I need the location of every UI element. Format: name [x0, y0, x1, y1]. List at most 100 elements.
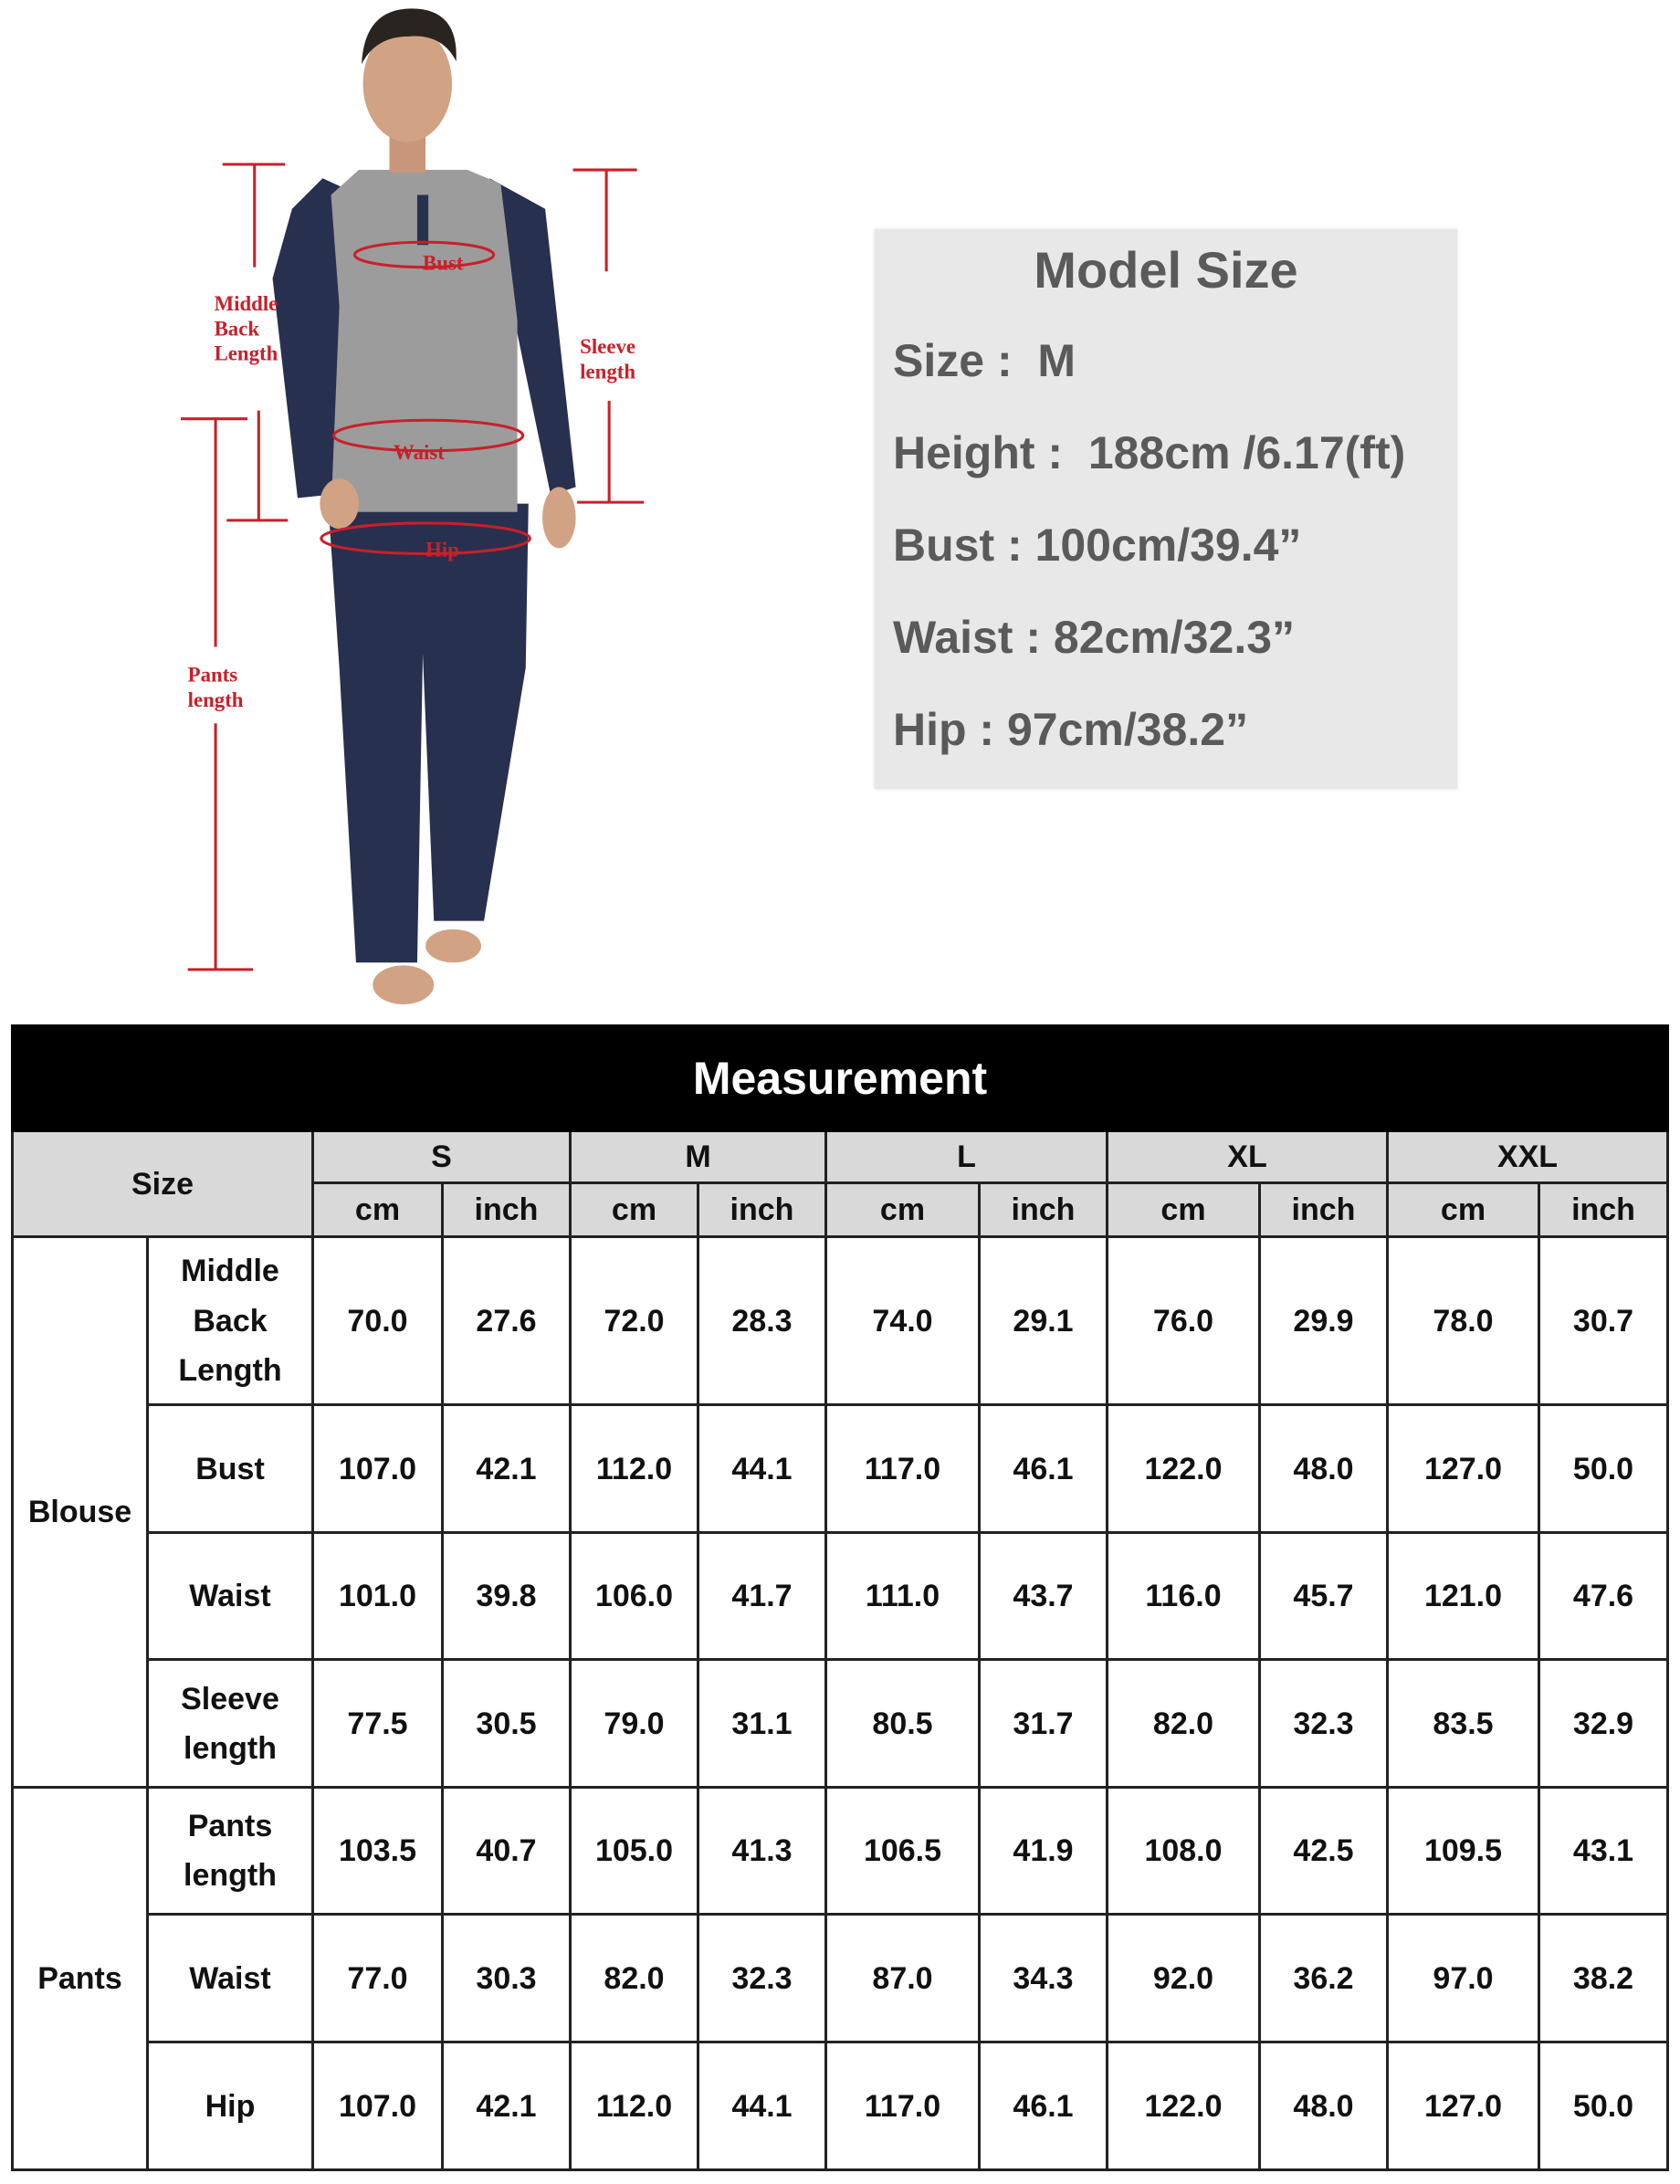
value-cell: 43.7 [978, 1531, 1108, 1662]
value-cell: 83.5 [1386, 1658, 1540, 1790]
value-cell: 41.3 [697, 1786, 827, 1916]
value-cell: 43.1 [1537, 1786, 1670, 1916]
table-row: Hip 107.0 42.1 112.0 44.1 117.0 46.1 122.0 48.0 1… [13, 2041, 1670, 2172]
size-column-header: XXL [1385, 1129, 1670, 1185]
bust-label: Bust [423, 252, 464, 275]
table-row: Waist 101.0 39.8 106.0 41.7 111.0 43.7 116.0 45.… [13, 1531, 1670, 1662]
value-cell: 42.1 [441, 2041, 572, 2172]
value-cell: 32.3 [1258, 1658, 1389, 1790]
value-cell: 106.5 [824, 1786, 981, 1916]
value-cell: 70.0 [311, 1235, 444, 1407]
table-row: Pants Pants length 103.5 40.7 105.0 41.3 106.5… [11, 1786, 1670, 2172]
value-cell: 107.0 [311, 1403, 444, 1535]
row-label: Pants length [146, 1786, 314, 1916]
unit-header: cm [311, 1181, 444, 1239]
value-cell: 31.1 [697, 1658, 827, 1790]
size-column-header: XL [1106, 1129, 1389, 1185]
model-size-panel: Model Size Size : M Height : 188cm /6.17… [875, 229, 1457, 789]
model-size-line: Size : M [893, 335, 1076, 386]
value-cell: 45.7 [1258, 1531, 1389, 1662]
value-cell: 112.0 [569, 1403, 699, 1535]
value-cell: 30.5 [441, 1658, 572, 1790]
middle-back-label-1: Middle [215, 292, 278, 315]
value-cell: 121.0 [1386, 1531, 1540, 1662]
model-illustration [272, 8, 576, 1004]
table-row: Bust 107.0 42.1 112.0 44.1 117.0 46.1 122.0 48.0… [13, 1403, 1670, 1535]
value-cell: 44.1 [697, 2041, 827, 2172]
row-label: Waist [146, 1913, 314, 2044]
value-cell: 34.3 [978, 1913, 1108, 2044]
unit-header: inch [978, 1181, 1108, 1239]
sleeve-length-label-2: length [580, 361, 635, 383]
value-cell: 103.5 [311, 1786, 444, 1916]
unit-header: cm [1386, 1181, 1540, 1239]
hip-label: Hip [425, 539, 459, 562]
value-cell: 72.0 [569, 1235, 699, 1407]
middle-back-label-2: Back [215, 317, 260, 340]
table-row: Blouse Middle Back Length 70.0 27.6 72.0 28.3… [11, 1235, 1670, 1790]
value-cell: 77.5 [311, 1658, 444, 1790]
value-cell: 48.0 [1258, 2041, 1389, 2172]
value-cell: 50.0 [1537, 1403, 1670, 1535]
group-label: Pants [11, 1786, 149, 2172]
value-cell: 30.3 [441, 1913, 572, 2044]
size-column-header: L [824, 1129, 1108, 1185]
value-cell: 76.0 [1106, 1235, 1261, 1407]
value-cell: 109.5 [1386, 1786, 1540, 1916]
value-cell: 117.0 [824, 2041, 981, 2172]
value-cell: 78.0 [1386, 1235, 1540, 1407]
middle-back-label-3: Length [215, 342, 278, 365]
value-cell: 50.0 [1537, 2041, 1670, 2172]
unit-header: inch [697, 1181, 827, 1239]
row-label: Sleeve length [146, 1658, 314, 1790]
unit-header: cm [824, 1181, 981, 1239]
sleeve-length-label-1: Sleeve [580, 335, 635, 358]
table-title-row: Measurement [10, 1024, 1670, 1132]
row-label: Hip [146, 2041, 314, 2172]
value-cell: 127.0 [1386, 2041, 1540, 2172]
value-cell: 32.9 [1537, 1658, 1670, 1790]
model-height-line: Height : 188cm /6.17(ft) [893, 427, 1406, 478]
row-label: Waist [146, 1531, 314, 1662]
measurement-markers [181, 163, 645, 971]
value-cell: 39.8 [441, 1531, 572, 1662]
value-cell: 92.0 [1106, 1913, 1261, 2044]
value-cell: 77.0 [311, 1913, 444, 2044]
value-cell: 82.0 [1106, 1658, 1261, 1790]
value-cell: 30.7 [1537, 1235, 1670, 1407]
value-cell: 29.1 [978, 1235, 1108, 1407]
model-waist-line: Waist : 82cm/32.3” [893, 612, 1296, 663]
value-cell: 32.3 [697, 1913, 827, 2044]
unit-header: inch [1537, 1181, 1670, 1239]
value-cell: 74.0 [824, 1235, 981, 1407]
model-size-title: Model Size [1034, 241, 1298, 299]
table-row: Waist 77.0 30.3 82.0 32.3 87.0 34.3 92.0 36.2 97.… [13, 1913, 1670, 2044]
value-cell: 40.7 [441, 1786, 572, 1916]
size-column-header: M [569, 1129, 827, 1185]
value-cell: 41.9 [978, 1786, 1108, 1916]
value-cell: 46.1 [978, 1403, 1108, 1535]
value-cell: 117.0 [824, 1403, 981, 1535]
value-cell: 42.5 [1258, 1786, 1389, 1916]
value-cell: 29.9 [1258, 1235, 1389, 1407]
group-label: Blouse [11, 1235, 149, 1790]
value-cell: 47.6 [1537, 1531, 1670, 1662]
value-cell: 111.0 [824, 1531, 981, 1662]
value-cell: 27.6 [441, 1235, 572, 1407]
value-cell: 87.0 [824, 1913, 981, 2044]
value-cell: 41.7 [697, 1531, 827, 1662]
model-bust-line: Bust : 100cm/39.4” [893, 520, 1302, 571]
value-cell: 105.0 [569, 1786, 699, 1916]
value-cell: 44.1 [697, 1403, 827, 1535]
value-cell: 46.1 [978, 2041, 1108, 2172]
measurement-table: Measurement Size S M L XL XXL cm inch cm inch cm inc… [10, 1024, 1670, 2172]
unit-header: inch [1258, 1181, 1389, 1239]
unit-header-row: cm inch cm inch cm inch cm inch cm inch [13, 1181, 1670, 1239]
value-cell: 127.0 [1386, 1403, 1540, 1535]
value-cell: 107.0 [311, 2041, 444, 2172]
value-cell: 28.3 [697, 1235, 827, 1407]
value-cell: 82.0 [569, 1913, 699, 2044]
value-cell: 122.0 [1106, 2041, 1261, 2172]
table-row: Sleeve length 77.5 30.5 79.0 31.1 80.5 31.7 82.… [13, 1658, 1670, 1790]
model-figure: Bust Middle Back Length Sleeve length Wa… [181, 8, 645, 1004]
